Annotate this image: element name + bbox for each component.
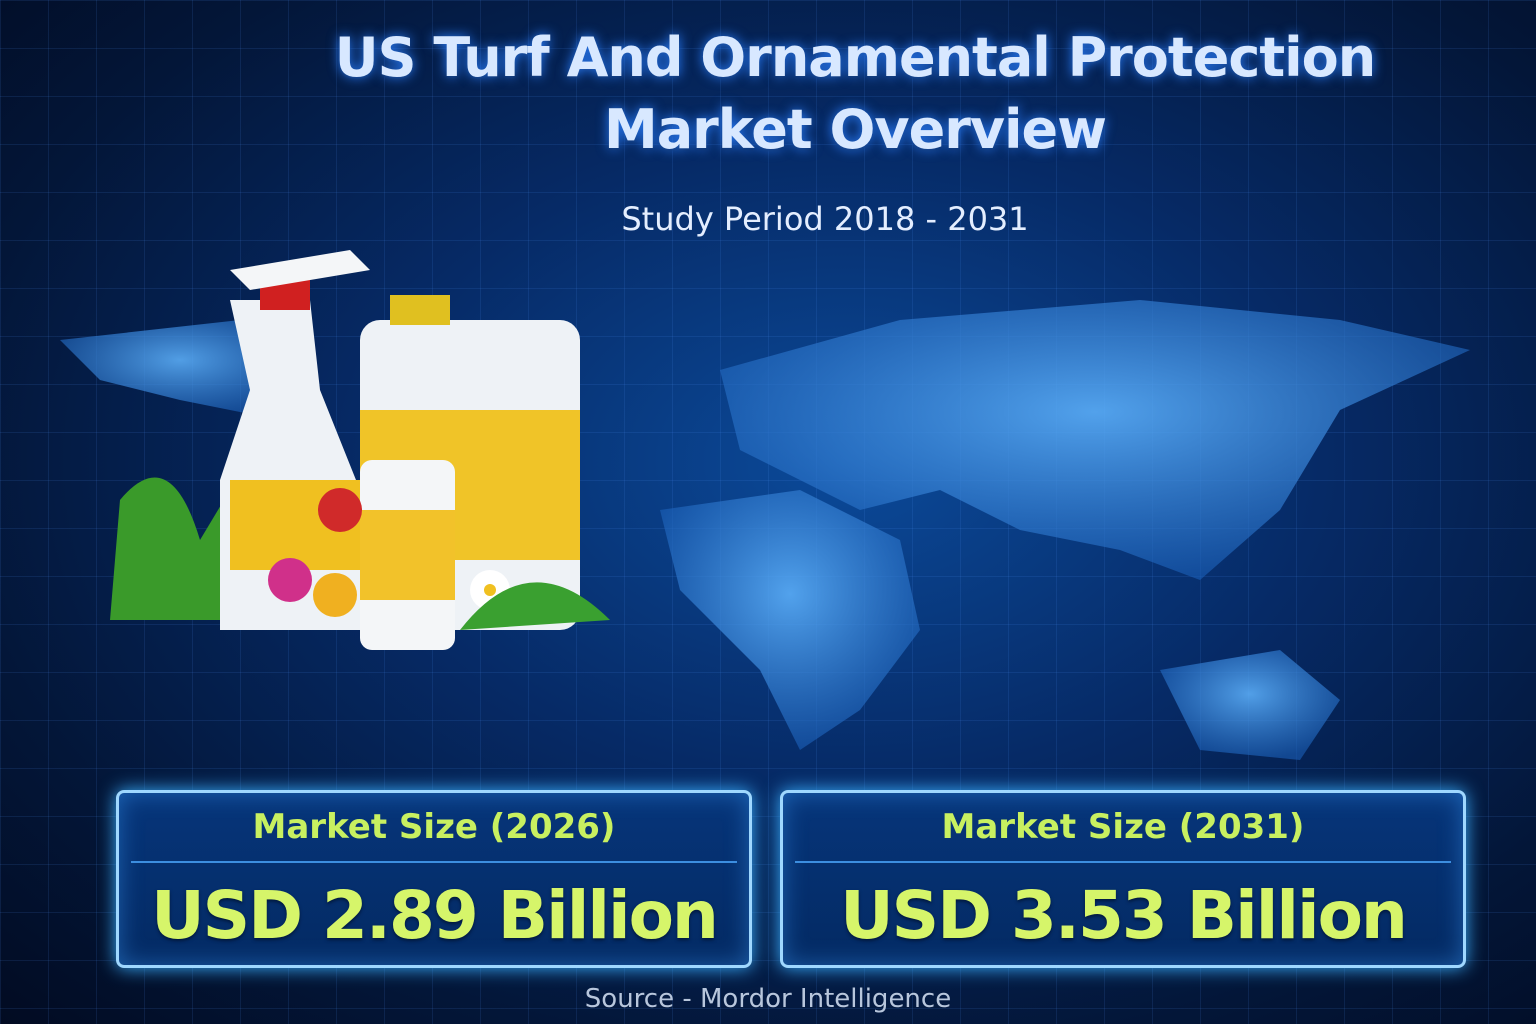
market-size-card-2026: Market Size (2026) USD 2.89 Billion: [116, 790, 752, 968]
world-map-illustration: [60, 300, 1470, 760]
card-value: USD 2.89 Billion: [151, 877, 719, 954]
card-label: Market Size (2026): [252, 807, 616, 847]
card-value: USD 3.53 Billion: [840, 877, 1408, 954]
page-title: US Turf And Ornamental Protection Market…: [334, 26, 1376, 161]
product-bottles-illustration: [110, 250, 610, 650]
market-size-card-2031: Market Size (2031) USD 3.53 Billion: [780, 790, 1466, 968]
study-period: Study Period 2018 - 2031: [621, 200, 1029, 238]
divider: [795, 861, 1451, 863]
divider: [131, 861, 737, 863]
source-note: Source - Mordor Intelligence: [584, 984, 952, 1014]
card-label: Market Size (2031): [941, 807, 1305, 847]
